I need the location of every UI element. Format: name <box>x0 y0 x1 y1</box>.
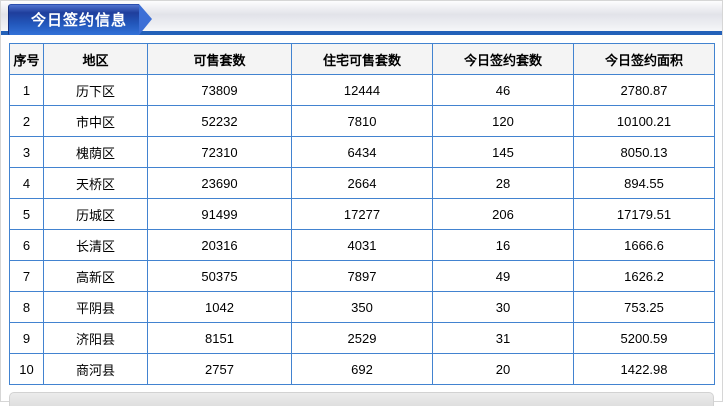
table-row: 8 平阴县 1042 350 30 753.25 <box>9 291 715 323</box>
cell-5: 1626.2 <box>573 260 715 292</box>
cell-4: 28 <box>432 167 574 199</box>
cell-3: 350 <box>291 291 433 323</box>
cell-3: 12444 <box>291 74 433 106</box>
cell-0: 3 <box>9 136 44 168</box>
column-header-1: 地区 <box>43 43 148 75</box>
cell-1: 天桥区 <box>43 167 148 199</box>
cell-4: 30 <box>432 291 574 323</box>
table-row: 5 历城区 91499 17277 206 17179.51 <box>9 198 715 230</box>
cell-5: 1666.6 <box>573 229 715 261</box>
cell-4: 145 <box>432 136 574 168</box>
column-header-3: 住宅可售套数 <box>291 43 433 75</box>
cell-0: 6 <box>9 229 44 261</box>
cell-3: 7897 <box>291 260 433 292</box>
cell-1: 历城区 <box>43 198 148 230</box>
table-row: 2 市中区 52232 7810 120 10100.21 <box>9 105 715 137</box>
signing-table: 序号 地区 可售套数 住宅可售套数 今日签约套数 今日签约面积 1 历下区 73809 1244… <box>9 43 715 385</box>
cell-2: 8151 <box>147 322 292 354</box>
table-row: 1 历下区 73809 12444 46 2780.87 <box>9 74 715 106</box>
cell-3: 7810 <box>291 105 433 137</box>
cell-4: 49 <box>432 260 574 292</box>
next-section-bar <box>9 392 714 406</box>
top-gradient-bar: 今日签约信息 <box>1 1 722 35</box>
signing-table-container: 序号 地区 可售套数 住宅可售套数 今日签约套数 今日签约面积 1 历下区 73809 1244… <box>9 43 715 385</box>
cell-1: 槐荫区 <box>43 136 148 168</box>
cell-5: 1422.98 <box>573 353 715 385</box>
cell-3: 692 <box>291 353 433 385</box>
table-header-row: 序号 地区 可售套数 住宅可售套数 今日签约套数 今日签约面积 <box>9 43 715 75</box>
cell-5: 10100.21 <box>573 105 715 137</box>
cell-2: 2757 <box>147 353 292 385</box>
cell-0: 8 <box>9 291 44 323</box>
cell-4: 16 <box>432 229 574 261</box>
cell-4: 206 <box>432 198 574 230</box>
cell-2: 1042 <box>147 291 292 323</box>
cell-1: 济阳县 <box>43 322 148 354</box>
cell-3: 4031 <box>291 229 433 261</box>
cell-3: 2529 <box>291 322 433 354</box>
cell-4: 31 <box>432 322 574 354</box>
cell-5: 2780.87 <box>573 74 715 106</box>
section-title: 今日签约信息 <box>8 4 140 35</box>
cell-2: 23690 <box>147 167 292 199</box>
cell-0: 2 <box>9 105 44 137</box>
cell-3: 2664 <box>291 167 433 199</box>
cell-0: 10 <box>9 353 44 385</box>
table-row: 4 天桥区 23690 2664 28 894.55 <box>9 167 715 199</box>
cell-2: 73809 <box>147 74 292 106</box>
column-header-5: 今日签约面积 <box>573 43 715 75</box>
cell-0: 7 <box>9 260 44 292</box>
cell-0: 1 <box>9 74 44 106</box>
column-header-0: 序号 <box>9 43 44 75</box>
section-tab-today-signing[interactable]: 今日签约信息 <box>8 4 153 35</box>
table-row: 9 济阳县 8151 2529 31 5200.59 <box>9 322 715 354</box>
cell-0: 9 <box>9 322 44 354</box>
cell-1: 商河县 <box>43 353 148 385</box>
cell-2: 72310 <box>147 136 292 168</box>
cell-4: 46 <box>432 74 574 106</box>
cell-2: 20316 <box>147 229 292 261</box>
tab-arrow-icon <box>139 4 153 35</box>
cell-3: 17277 <box>291 198 433 230</box>
cell-5: 8050.13 <box>573 136 715 168</box>
cell-5: 5200.59 <box>573 322 715 354</box>
table-row: 10 商河县 2757 692 20 1422.98 <box>9 353 715 385</box>
table-row: 7 高新区 50375 7897 49 1626.2 <box>9 260 715 292</box>
column-header-2: 可售套数 <box>147 43 292 75</box>
cell-2: 91499 <box>147 198 292 230</box>
cell-0: 4 <box>9 167 44 199</box>
cell-4: 120 <box>432 105 574 137</box>
cell-4: 20 <box>432 353 574 385</box>
table-body: 1 历下区 73809 12444 46 2780.87 2 市中区 52232 7810 120 1… <box>9 74 715 385</box>
table-row: 6 长清区 20316 4031 16 1666.6 <box>9 229 715 261</box>
cell-1: 市中区 <box>43 105 148 137</box>
cell-1: 平阴县 <box>43 291 148 323</box>
cell-3: 6434 <box>291 136 433 168</box>
cell-0: 5 <box>9 198 44 230</box>
cell-2: 52232 <box>147 105 292 137</box>
cell-1: 历下区 <box>43 74 148 106</box>
table-header: 序号 地区 可售套数 住宅可售套数 今日签约套数 今日签约面积 <box>9 43 715 75</box>
cell-5: 894.55 <box>573 167 715 199</box>
cell-1: 高新区 <box>43 260 148 292</box>
table-row: 3 槐荫区 72310 6434 145 8050.13 <box>9 136 715 168</box>
cell-1: 长清区 <box>43 229 148 261</box>
divider-bar <box>1 31 722 35</box>
cell-5: 753.25 <box>573 291 715 323</box>
cell-2: 50375 <box>147 260 292 292</box>
column-header-4: 今日签约套数 <box>432 43 574 75</box>
cell-5: 17179.51 <box>573 198 715 230</box>
